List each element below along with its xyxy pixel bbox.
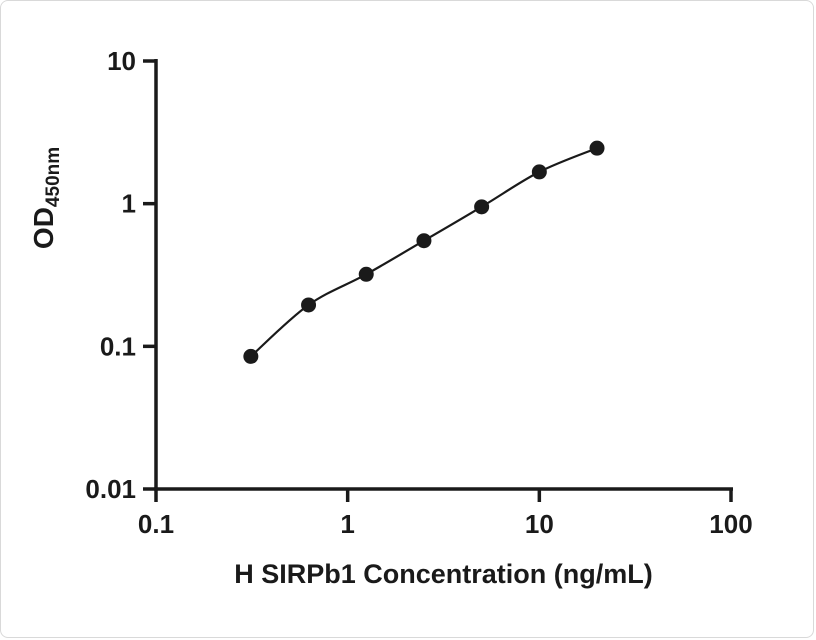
y-tick-label: 10	[107, 46, 136, 76]
x-axis-title: H SIRPb1 Concentration (ng/mL)	[234, 559, 653, 589]
data-point	[358, 266, 374, 282]
x-tick-label: 0.1	[138, 509, 174, 539]
data-point	[531, 164, 547, 180]
y-axis-title: OD450nm	[28, 147, 64, 249]
data-point	[243, 348, 259, 364]
data-point	[589, 140, 605, 156]
data-point	[301, 297, 317, 313]
y-tick-label: 0.01	[85, 474, 136, 504]
x-tick-label: 1	[340, 509, 354, 539]
y-tick-label: 1	[122, 189, 136, 219]
x-tick-label: 10	[525, 509, 554, 539]
y-tick-label: 0.1	[100, 331, 136, 361]
standard-curve-line	[250, 147, 598, 358]
data-point	[474, 199, 490, 215]
data-point	[416, 233, 432, 249]
x-tick-label: 100	[709, 509, 752, 539]
